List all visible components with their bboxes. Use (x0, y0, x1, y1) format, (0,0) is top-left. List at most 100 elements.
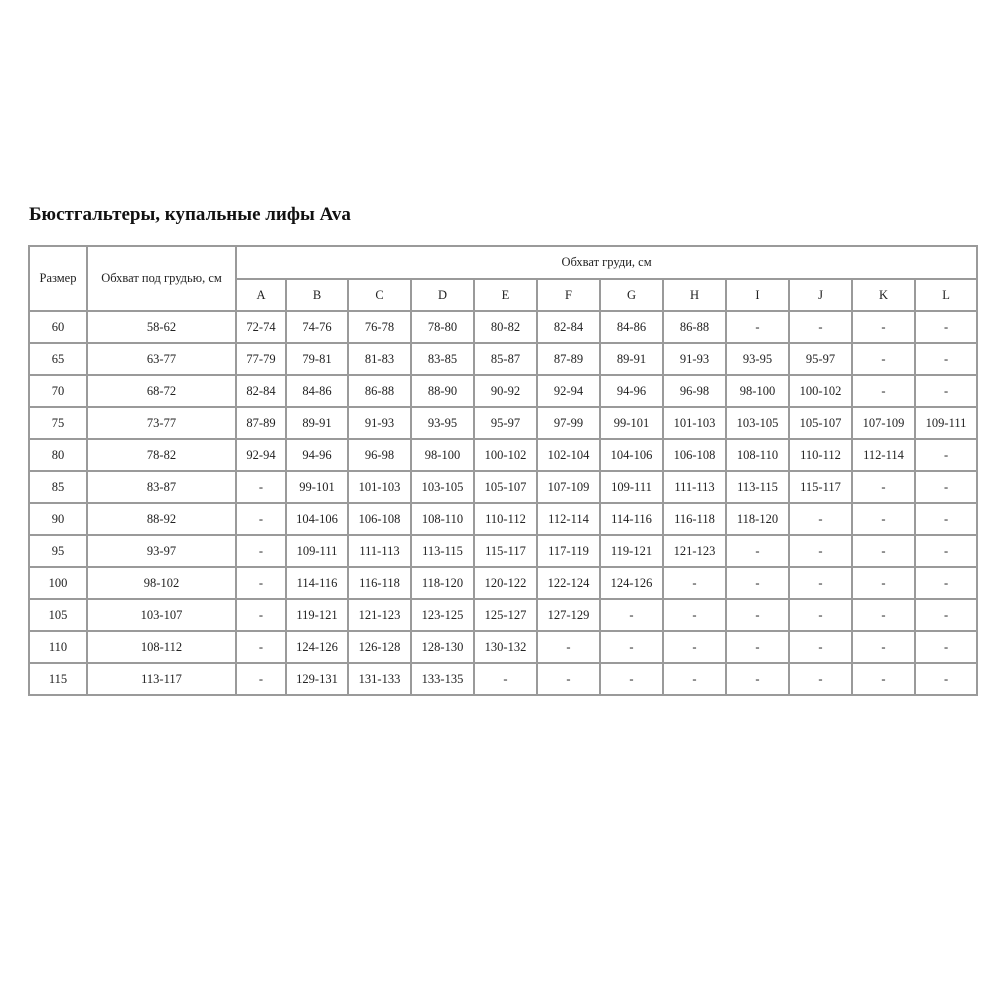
bust-cell: 92-94 (536, 374, 601, 408)
bust-cell: - (662, 566, 727, 600)
bust-cell: 126-128 (347, 630, 412, 664)
bust-cell: - (725, 598, 790, 632)
bust-cell: 109-111 (599, 470, 664, 504)
bust-cell: - (788, 598, 853, 632)
size-cell: 110 (28, 630, 88, 664)
bust-cell: 110-112 (473, 502, 538, 536)
bust-cell: - (851, 310, 916, 344)
bust-cell: - (599, 630, 664, 664)
bust-cell: 118-120 (725, 502, 790, 536)
bust-cell: 92-94 (235, 438, 287, 472)
bust-cell: - (851, 470, 916, 504)
bust-cell: 108-110 (725, 438, 790, 472)
underbust-cell: 108-112 (86, 630, 237, 664)
bust-cell: 114-116 (285, 566, 349, 600)
cup-header-k: K (851, 278, 916, 312)
table-row: 100 98-102-114-116 116-118 118-120 120-122 12… (28, 566, 979, 600)
bust-cell: - (913, 310, 979, 344)
bust-cell: 110-112 (788, 438, 853, 472)
size-cell: 95 (28, 534, 88, 568)
bust-cell: 85-87 (473, 342, 538, 376)
header-row: Размер Обхват под грудью, см Обхват груд… (28, 245, 979, 312)
bust-cell: 74-76 (285, 310, 349, 344)
bust-cell: 89-91 (599, 342, 664, 376)
bust-cell: 81-83 (347, 342, 412, 376)
bust-cell: 121-123 (347, 598, 412, 632)
bust-cell: 114-116 (599, 502, 664, 536)
bust-cell: - (851, 598, 916, 632)
bust-cell: - (913, 470, 979, 504)
cup-header-i: I (725, 278, 790, 312)
bust-cell: 100-102 (473, 438, 538, 472)
bust-cell: 111-113 (347, 534, 412, 568)
underbust-cell: 98-102 (86, 566, 237, 600)
bust-cell: 117-119 (536, 534, 601, 568)
table-row: 70 68-72 82-84 84-86 86-88 88-90 90-92 92-94 94-… (28, 374, 979, 408)
bust-cell: - (662, 598, 727, 632)
size-cell: 80 (28, 438, 88, 472)
bust-cell: - (851, 534, 916, 568)
bust-cell: 93-95 (725, 342, 790, 376)
bust-cell: - (913, 534, 979, 568)
bust-cell: 88-90 (410, 374, 475, 408)
size-cell: 75 (28, 406, 88, 440)
underbust-cell: 93-97 (86, 534, 237, 568)
bust-cell: - (851, 502, 916, 536)
table-row: 90 88-92-104-106 106-108 108-110 110-112 112-… (28, 502, 979, 536)
bust-cell: 93-95 (410, 406, 475, 440)
bust-cell: 87-89 (235, 406, 287, 440)
cup-header-d: D (410, 278, 475, 312)
bust-cell: 120-122 (473, 566, 538, 600)
bust-cell: 76-78 (347, 310, 412, 344)
bust-cell: - (662, 662, 727, 696)
size-cell: 85 (28, 470, 88, 504)
bust-cell: 119-121 (599, 534, 664, 568)
bust-cell: 133-135 (410, 662, 475, 696)
bust-cell: 101-103 (347, 470, 412, 504)
bust-cell: 122-124 (536, 566, 601, 600)
bust-cell: - (536, 630, 601, 664)
bust-cell: - (725, 566, 790, 600)
bust-cell: - (851, 630, 916, 664)
bust-cell: 103-105 (410, 470, 475, 504)
bust-cell: - (473, 662, 538, 696)
bust-cell: 130-132 (473, 630, 538, 664)
bust-cell: - (536, 662, 601, 696)
bust-cell: 104-106 (599, 438, 664, 472)
size-cell: 65 (28, 342, 88, 376)
bust-cell: 116-118 (347, 566, 412, 600)
bust-header: Обхват груди, см (234, 245, 979, 280)
table-row: 110 108-112-124-126 126-128 128-130 130-132-… (28, 630, 979, 664)
table-row: 95 93-97-109-111 111-113 113-115 115-117 117-… (28, 534, 979, 568)
bust-cell: 102-104 (536, 438, 601, 472)
bust-cell: 80-82 (473, 310, 538, 344)
underbust-cell: 78-82 (86, 438, 237, 472)
bust-cell: 82-84 (235, 374, 287, 408)
bust-cell: - (599, 598, 664, 632)
size-cell: 60 (28, 310, 88, 344)
bust-cell: 94-96 (285, 438, 349, 472)
bust-cell: 123-125 (410, 598, 475, 632)
bust-cell: 115-117 (788, 470, 853, 504)
bust-cell: 97-99 (536, 406, 601, 440)
underbust-cell: 83-87 (86, 470, 237, 504)
bust-cell: - (235, 470, 287, 504)
bust-cell: 116-118 (662, 502, 727, 536)
underbust-header: Обхват под грудью, см (86, 245, 237, 312)
bust-cell: 89-91 (285, 406, 349, 440)
table-row: 105 103-107-119-121 121-123 123-125 125-127 1… (28, 598, 979, 632)
underbust-cell: 58-62 (86, 310, 237, 344)
page-title: Бюстгальтеры, купальные лифы Ava (29, 204, 351, 225)
bust-cell: - (725, 534, 790, 568)
bust-cell: - (235, 534, 287, 568)
cup-header-c: C (347, 278, 412, 312)
table-row: 115 113-117-129-131 131-133 133-135- - - - - - - - (28, 662, 979, 696)
bust-cell: 101-103 (662, 406, 727, 440)
bust-cell: 128-130 (410, 630, 475, 664)
size-cell: 105 (28, 598, 88, 632)
bust-cell: - (235, 502, 287, 536)
bust-cell: 86-88 (662, 310, 727, 344)
size-cell: 100 (28, 566, 88, 600)
underbust-cell: 88-92 (86, 502, 237, 536)
